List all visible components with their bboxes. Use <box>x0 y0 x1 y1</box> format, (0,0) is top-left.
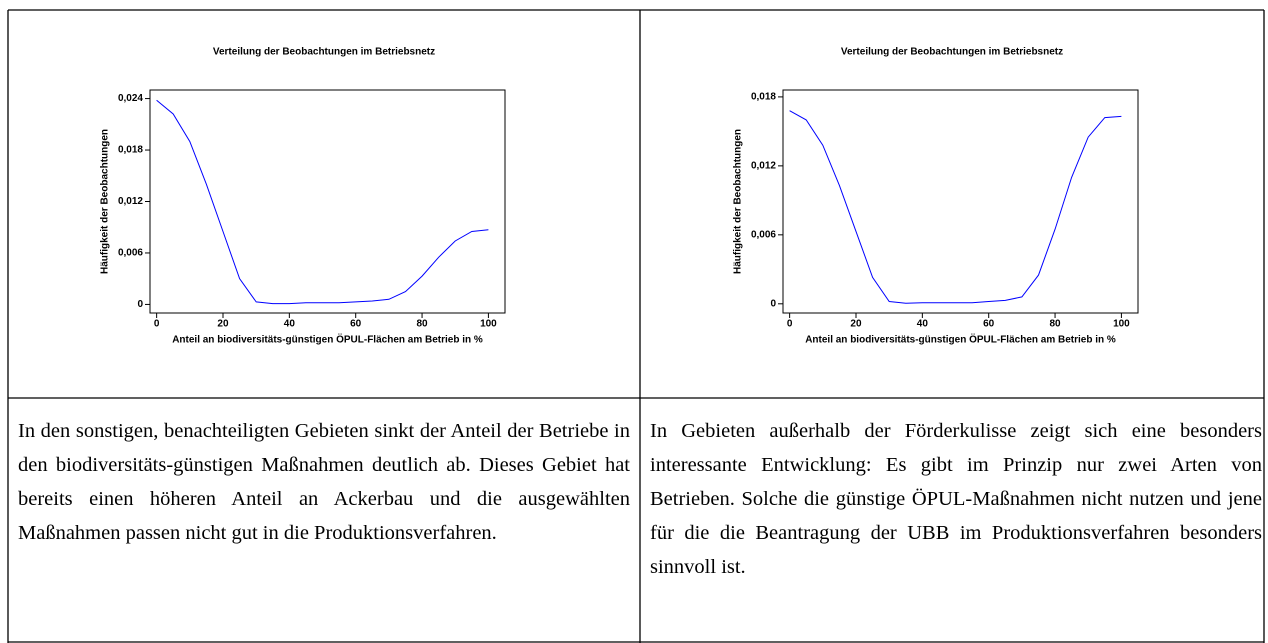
y-tick-label: 0 <box>137 299 143 310</box>
data-line <box>156 99 489 305</box>
x-axis-label: Anteil an biodiversitäts-günstigen ÖPUL-… <box>172 333 483 346</box>
y-tick-label: 0,006 <box>118 248 143 259</box>
y-tick-label: 0,012 <box>118 196 143 207</box>
data-line <box>789 110 1122 304</box>
plot-frame <box>782 89 1139 314</box>
x-axis-label: Anteil an biodiversitäts-günstigen ÖPUL-… <box>805 333 1116 346</box>
plot-frame <box>149 89 506 314</box>
x-tick-label: 20 <box>850 319 862 330</box>
x-tick-label: 40 <box>917 319 929 330</box>
x-tick-label: 100 <box>480 319 497 330</box>
y-axis-label: Häufigkeit der Beobachtungen <box>733 129 744 274</box>
x-tick-label: 0 <box>154 319 160 330</box>
x-tick-label: 60 <box>350 319 362 330</box>
y-tick-label: 0,012 <box>751 161 776 172</box>
y-tick-label: 0,024 <box>118 93 143 104</box>
y-axis-label: Häufigkeit der Beobachtungen <box>100 129 111 274</box>
y-tick-label: 0 <box>770 298 776 309</box>
x-tick-label: 80 <box>416 319 428 330</box>
y-tick-label: 0,018 <box>118 145 143 156</box>
table-borders <box>7 9 1265 643</box>
chart-title: Verteilung der Beobachtungen im Betriebs… <box>841 47 1063 58</box>
paragraph: In Gebieten außerhalb der Förderkulisse … <box>650 420 1262 578</box>
y-tick-label: 0,018 <box>751 92 776 103</box>
x-tick-label: 40 <box>284 319 296 330</box>
chart-title: Verteilung der Beobachtungen im Betriebs… <box>213 47 435 58</box>
x-tick-label: 60 <box>983 319 995 330</box>
x-tick-label: 100 <box>1113 319 1130 330</box>
x-tick-label: 80 <box>1049 319 1061 330</box>
paragraph: In den sonstigen, benachteiligten Gebiet… <box>18 420 630 544</box>
y-tick-label: 0,006 <box>751 229 776 240</box>
x-tick-label: 20 <box>217 319 229 330</box>
x-tick-label: 0 <box>787 319 793 330</box>
